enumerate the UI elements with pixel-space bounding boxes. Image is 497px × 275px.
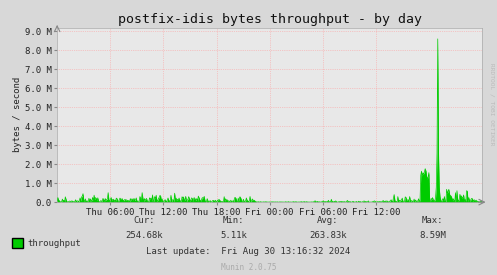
Text: Max:: Max: [421,216,443,225]
Text: 263.83k: 263.83k [309,231,347,240]
Title: postfix-idis bytes throughput - by day: postfix-idis bytes throughput - by day [118,13,421,26]
Text: 8.59M: 8.59M [419,231,446,240]
Text: 5.11k: 5.11k [220,231,247,240]
Text: Min:: Min: [223,216,245,225]
Text: throughput: throughput [27,239,81,248]
Text: Munin 2.0.75: Munin 2.0.75 [221,263,276,272]
Text: Cur:: Cur: [133,216,155,225]
Text: 254.68k: 254.68k [125,231,163,240]
Text: Last update:  Fri Aug 30 13:16:32 2024: Last update: Fri Aug 30 13:16:32 2024 [147,248,350,256]
Text: RRDTOOL / TOBI OETIKER: RRDTOOL / TOBI OETIKER [490,63,495,146]
Text: Avg:: Avg: [317,216,339,225]
Y-axis label: bytes / second: bytes / second [13,77,22,152]
